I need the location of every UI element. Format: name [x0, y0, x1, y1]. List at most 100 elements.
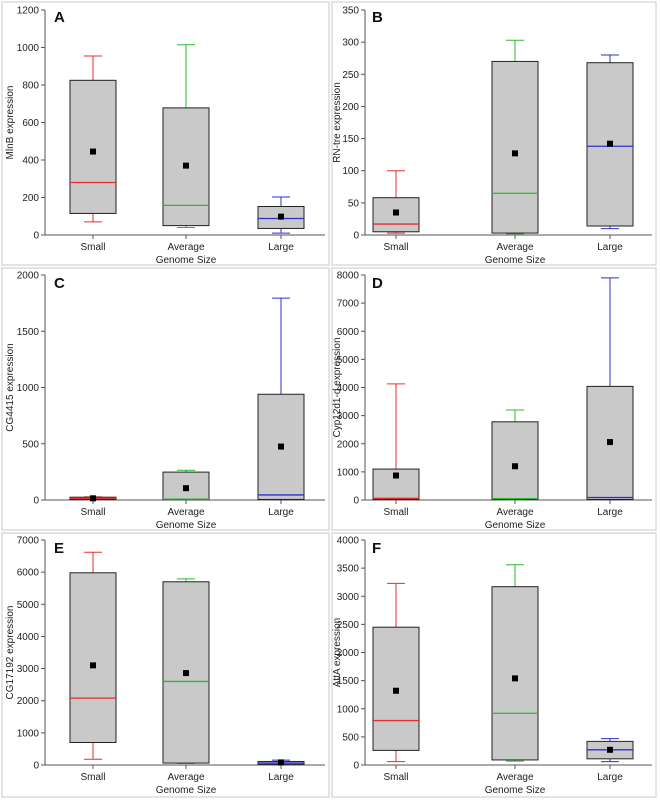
panel-letter: F	[372, 540, 381, 557]
y-tick-label: 6000	[337, 327, 360, 338]
mean-marker	[183, 670, 189, 677]
x-tick-label-small: Small	[383, 772, 408, 783]
box-group-average	[491, 409, 539, 501]
y-tick-label: 4000	[337, 383, 360, 394]
x-tick-label-average: Average	[167, 772, 205, 783]
y-tick-label: 400	[22, 156, 39, 167]
y-tick-label: 50	[348, 198, 360, 209]
y-tick-label: 4000	[17, 632, 40, 643]
y-tick-label: 0	[353, 231, 359, 242]
mean-marker	[512, 675, 518, 682]
x-tick-label-large: Large	[268, 507, 294, 518]
mean-marker	[278, 443, 284, 450]
x-tick-label-large: Large	[597, 242, 623, 253]
y-tick-label: 1000	[337, 704, 360, 715]
box-group-average	[162, 578, 210, 764]
y-tick-label: 250	[342, 70, 359, 81]
y-tick-label: 2500	[337, 620, 360, 631]
x-axis-title: Genome Size	[485, 255, 546, 266]
mean-marker	[278, 213, 284, 220]
panel-frame	[331, 267, 657, 531]
y-tick-label: 200	[22, 193, 39, 204]
x-tick-label-small: Small	[80, 242, 105, 253]
panel-a: 0 200 400 600 800 1000 1200 Small Average Large Ge…	[1, 1, 330, 266]
x-tick-label-small: Small	[80, 507, 105, 518]
mean-marker	[90, 495, 96, 502]
mean-marker	[90, 148, 96, 155]
mean-marker	[607, 439, 613, 446]
box-group-large	[257, 297, 305, 501]
mean-marker	[183, 485, 189, 492]
x-tick-label-large: Large	[268, 242, 294, 253]
y-tick-label: 3000	[17, 664, 40, 675]
box-group-small	[69, 495, 117, 502]
iqr-box	[69, 79, 117, 214]
x-tick-label-small: Small	[80, 772, 105, 783]
mean-marker	[393, 687, 399, 694]
panel-frame	[331, 532, 657, 798]
y-tick-label: 300	[342, 38, 359, 49]
y-tick-label: 150	[342, 134, 359, 145]
y-tick-label: 2000	[17, 271, 40, 282]
x-axis-title: Genome Size	[156, 255, 217, 266]
x-tick-label-average: Average	[496, 772, 534, 783]
y-tick-label: 2000	[337, 439, 360, 450]
x-tick-label-average: Average	[496, 507, 534, 518]
x-tick-label-average: Average	[167, 242, 205, 253]
box-group-large	[586, 738, 634, 763]
y-axis-title: MlnB expression	[5, 86, 16, 160]
panel-letter: B	[372, 9, 383, 26]
y-tick-label: 0	[33, 761, 39, 772]
y-tick-label: 7000	[337, 299, 360, 310]
box-group-small	[372, 170, 420, 234]
mean-marker	[183, 162, 189, 169]
x-tick-label-average: Average	[167, 507, 205, 518]
y-axis-title: RN-tre expression	[332, 82, 343, 163]
y-tick-label: 0	[33, 231, 39, 242]
y-tick-label: 2000	[337, 648, 360, 659]
y-axis-title: CG17192 expression	[5, 606, 16, 700]
y-tick-label: 6000	[17, 568, 40, 579]
mean-marker	[393, 209, 399, 216]
mean-marker	[278, 759, 284, 766]
y-tick-label: 2000	[17, 696, 40, 707]
panel-frame	[1, 267, 330, 531]
box-group-large	[257, 196, 305, 234]
y-tick-label: 1200	[17, 6, 40, 17]
x-axis-title: Genome Size	[156, 520, 217, 531]
box-group-small	[372, 582, 420, 763]
iqr-box	[69, 572, 117, 743]
y-tick-label: 0	[353, 761, 359, 772]
y-tick-label: 5000	[17, 600, 40, 611]
x-axis-title: Genome Size	[485, 520, 546, 531]
y-tick-label: 1000	[337, 467, 360, 478]
y-tick-label: 3000	[337, 411, 360, 422]
y-axis-title: CG4415 expression	[5, 343, 16, 431]
x-tick-label-large: Large	[597, 772, 623, 783]
box-group-average	[162, 469, 210, 501]
y-tick-label: 3500	[337, 564, 360, 575]
y-tick-label: 500	[22, 439, 39, 450]
mean-marker	[512, 150, 518, 157]
y-tick-label: 200	[342, 102, 359, 113]
mean-marker	[90, 662, 96, 669]
mean-marker	[607, 140, 613, 147]
iqr-box	[491, 421, 539, 500]
x-tick-label-average: Average	[496, 242, 534, 253]
box-group-average	[491, 564, 539, 762]
panel-letter: A	[54, 9, 65, 26]
x-axis-title: Genome Size	[156, 785, 217, 796]
x-tick-label-small: Small	[383, 242, 408, 253]
x-tick-label-large: Large	[597, 507, 623, 518]
x-tick-label-small: Small	[383, 507, 408, 518]
y-tick-label: 500	[342, 732, 359, 743]
mean-marker	[393, 472, 399, 479]
y-tick-label: 0	[353, 496, 359, 507]
y-tick-label: 1000	[17, 43, 40, 54]
y-tick-label: 1500	[337, 676, 360, 687]
box-group-small	[69, 551, 117, 760]
mean-marker	[607, 746, 613, 753]
panel-letter: E	[54, 540, 64, 557]
y-tick-label: 800	[22, 81, 39, 92]
